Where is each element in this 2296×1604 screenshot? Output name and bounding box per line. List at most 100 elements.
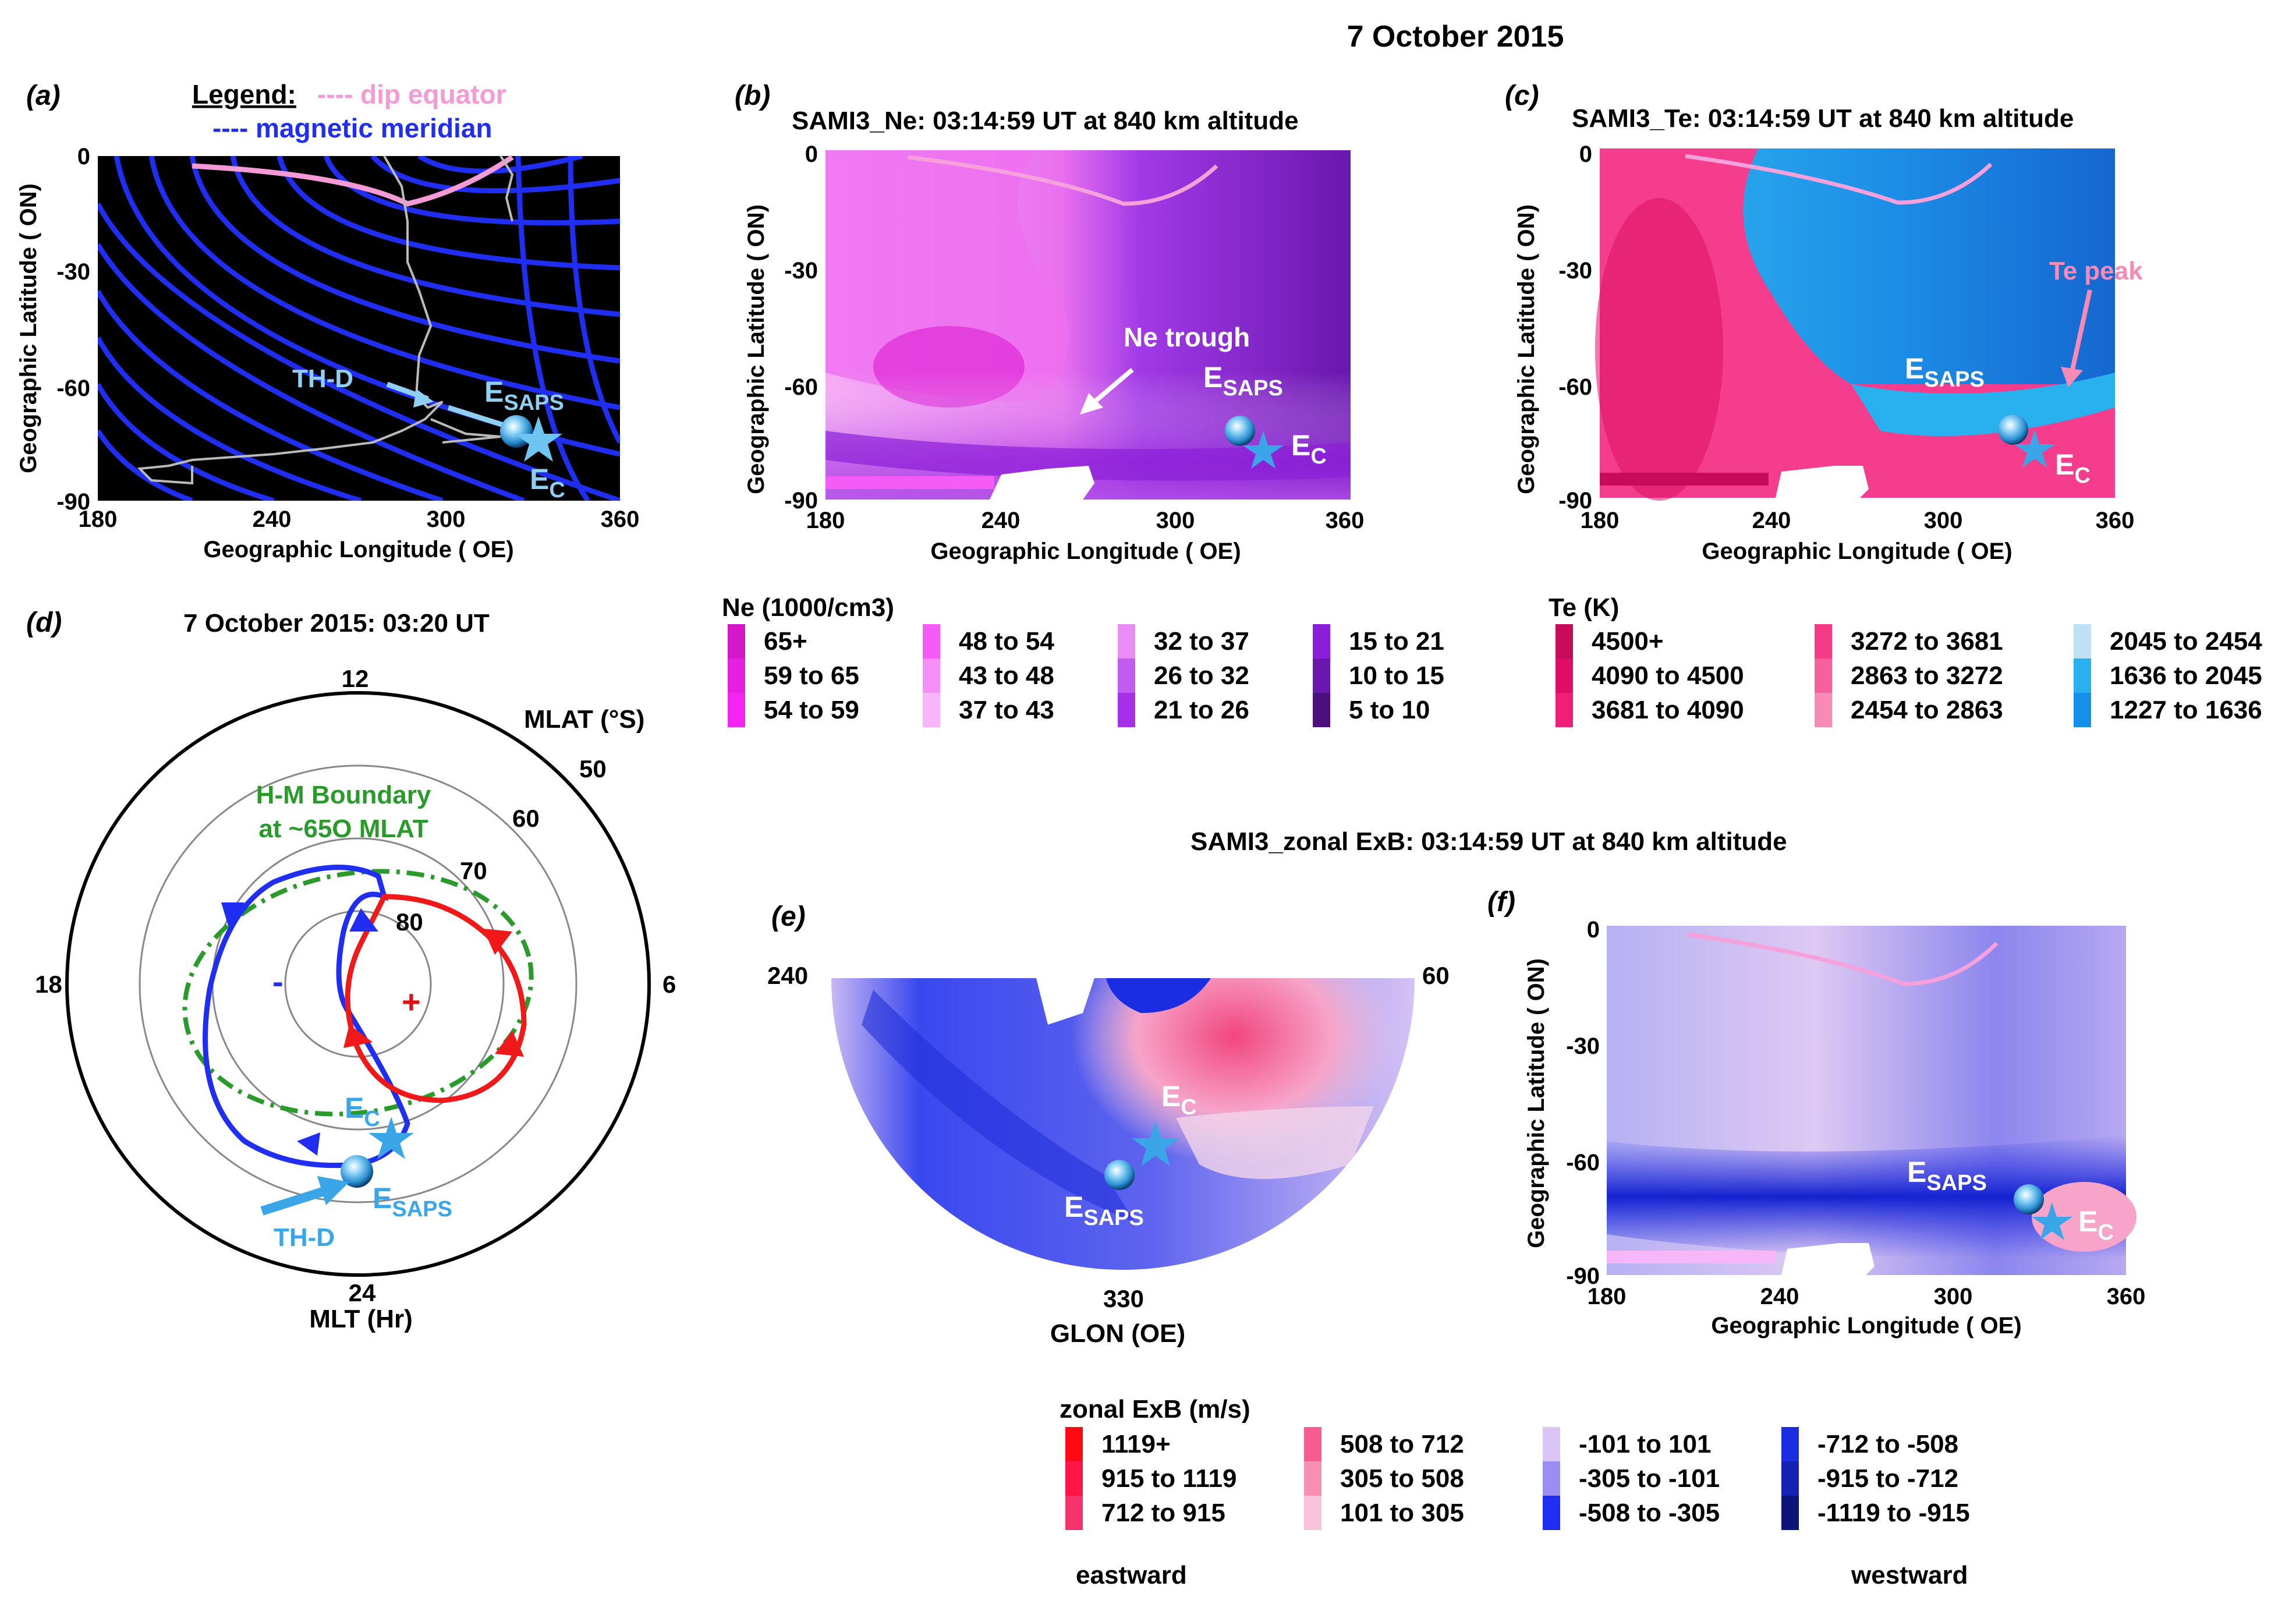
e-ec-label: EC (1161, 1080, 1197, 1120)
te-legend-items: 4500+ 4090 to 4500 3681 to 4090 3272 to 368… (1556, 624, 2262, 727)
te-legend-swatch (2074, 658, 2091, 693)
svg-text:180: 180 (1588, 1284, 1627, 1309)
ne-legend-entry-label: 43 to 48 (959, 661, 1054, 690)
mlat-ring-80: 80 (396, 908, 423, 936)
f-white-gap (1781, 1243, 1875, 1275)
te-peak-arrow (2070, 289, 2092, 370)
f-pink-strip (1607, 1251, 1776, 1263)
boundary-line1: H-M Boundary (256, 781, 431, 809)
te-legend-swatch (1815, 658, 1832, 693)
exb-legend-swatch (1065, 1427, 1083, 1461)
exb-legend-swatch (1543, 1427, 1560, 1461)
svg-text:240: 240 (982, 508, 1021, 533)
ne-legend-swatch (1313, 693, 1330, 727)
svg-text:240: 240 (1752, 508, 1791, 533)
panel-c: (c) SAMI3_Te: 03:14:59 UT at 840 km alti… (1505, 80, 2143, 564)
panel-d-title: 7 October 2015: 03:20 UT (183, 609, 490, 638)
ne-legend-entry-label: 21 to 26 (1154, 696, 1249, 724)
svg-text:360: 360 (2096, 508, 2135, 533)
exb-legend-swatch (1781, 1461, 1799, 1496)
westward-label: westward (1851, 1561, 1968, 1589)
d-ec-star (369, 1117, 414, 1159)
svg-text:-90: -90 (56, 489, 90, 515)
mlt-6: 6 (662, 971, 676, 998)
ne-dip-equator (908, 155, 1218, 206)
te-legend-entry-label: 2045 to 2454 (2110, 627, 2262, 656)
panel-d: (d) 7 October 2015: 03:20 UT 12 MLAT (°S… (26, 607, 676, 1333)
svg-text:-60: -60 (1558, 374, 1592, 400)
svg-text:180: 180 (1581, 508, 1620, 533)
exb-legend-swatch (1781, 1496, 1799, 1530)
plus-sign: + (402, 983, 421, 1020)
ne-legend-entry-label: 54 to 59 (764, 696, 859, 724)
mlat-ring-50: 50 (579, 755, 607, 782)
exb-legend-entry-label: -915 to -712 (1817, 1464, 1958, 1493)
te-legend-entry-label: 1227 to 1636 (2110, 696, 2262, 724)
exb-legend-swatch (1543, 1496, 1560, 1530)
b-ec-star (1243, 431, 1284, 469)
legend-dip-equator: ---- dip equator (317, 79, 506, 109)
e-esaps-label: ESAPS (1064, 1191, 1144, 1230)
ne-legend-entry-label: 10 to 15 (1349, 661, 1444, 690)
svg-text:0: 0 (1579, 141, 1592, 167)
te-legend-swatch (1556, 624, 1573, 658)
red-arrow-2 (495, 1031, 524, 1057)
f-westward-band (1607, 1135, 2126, 1259)
c-ec-star (2014, 430, 2055, 468)
exb-legend-swatch (1781, 1427, 1799, 1461)
panel-a: (a) Legend: ---- dip equator ---- magnet… (16, 79, 639, 562)
polar-ring-80 (284, 910, 432, 1058)
te-cool-intrusion (1851, 373, 2115, 436)
te-max-region (1595, 198, 1723, 501)
c-esaps-marker (1998, 415, 2028, 445)
f-ec-star (2032, 1202, 2072, 1240)
blue-arrow-3 (297, 1132, 320, 1156)
d-thd-arrow-head (317, 1176, 349, 1205)
d-ec-label: EC (345, 1092, 380, 1131)
ne-pink-strip (825, 476, 994, 489)
exb-legend-items: 1119+ 915 to 1119 712 to 915 508 to 712 305 … (1065, 1427, 1970, 1530)
ne-trough-label: Ne trough (1124, 322, 1250, 352)
f-ec-label: EC (2078, 1205, 2114, 1245)
exb-legend-entry-label: -1119 to -915 (1817, 1499, 1970, 1527)
svg-text:300: 300 (1156, 508, 1195, 533)
exb-legend-swatch (1304, 1427, 1321, 1461)
polar-ring-60 (139, 764, 577, 1203)
ne-trough-arrow-head (1080, 393, 1103, 415)
te-legend-swatch (1556, 693, 1573, 727)
mlat-ring-70: 70 (460, 857, 487, 884)
svg-text:-90: -90 (1566, 1263, 1600, 1289)
mlat-ring-60: 60 (512, 805, 540, 832)
svg-text:360: 360 (601, 507, 640, 532)
te-dip-equator (1685, 154, 1993, 205)
blue-arrow-1 (221, 902, 245, 932)
mlat-label: MLAT (°S) (524, 705, 644, 734)
ne-legend-title: Ne (1000/cm3) (722, 593, 894, 622)
svg-text:0: 0 (1587, 917, 1600, 943)
ne-trough-channel (825, 431, 1351, 481)
te-legend-entry-label: 3681 to 4090 (1592, 696, 1744, 724)
thd-label: TH-D (292, 364, 353, 393)
red-arrow-3 (343, 1025, 373, 1048)
panel-b-xlabel: Geographic Longitude ( OE) (930, 539, 1241, 564)
d-thd-label: TH-D (274, 1223, 335, 1252)
panel-c-title: SAMI3_Te: 03:14:59 UT at 840 km altitude (1572, 104, 2074, 133)
svg-text:180: 180 (79, 507, 118, 532)
d-esaps-marker (341, 1155, 373, 1188)
exb-legend-swatch (1065, 1496, 1083, 1530)
svg-text:-90: -90 (784, 488, 818, 514)
c-ec-label: EC (2055, 448, 2091, 488)
svg-text:-90: -90 (1558, 488, 1592, 514)
exb-legend-swatch (1065, 1461, 1083, 1496)
exb-legend-swatch (1304, 1461, 1321, 1496)
te-white-gap (1776, 466, 1869, 498)
e-glon-label: GLON (OE) (1050, 1319, 1185, 1348)
f-esaps-marker (2014, 1184, 2044, 1214)
coastline (137, 155, 514, 485)
exb-legend-entry-label: 712 to 915 (1101, 1499, 1225, 1527)
ne-legend-swatch (923, 624, 940, 658)
minus-sign: - (272, 963, 284, 1000)
svg-text:0: 0 (805, 141, 818, 167)
e-left-lon: 240 (767, 962, 808, 989)
